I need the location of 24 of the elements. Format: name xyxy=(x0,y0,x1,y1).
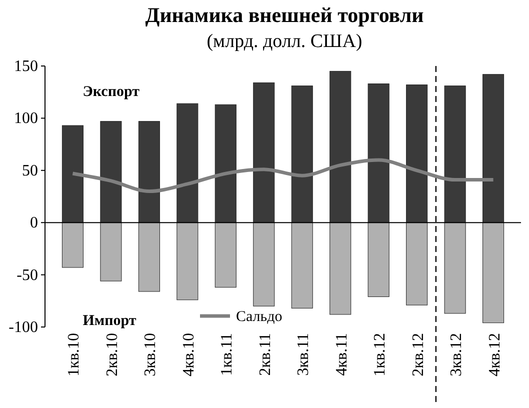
x-tick-label: 4кв.12 xyxy=(486,333,504,376)
y-tick-label: -50 xyxy=(16,266,38,284)
x-tick-label: 3кв.10 xyxy=(142,333,160,376)
legend-label: Сальдо xyxy=(236,309,282,325)
chart-title: Динамика внешней торговли xyxy=(145,3,424,27)
x-tick-label: 3кв.11 xyxy=(295,333,312,376)
x-tick-label: 2кв.10 xyxy=(104,333,121,376)
x-tick-label: 2кв.11 xyxy=(256,333,274,376)
y-tick-label: 0 xyxy=(30,214,38,232)
x-tick-label: 1кв.10 xyxy=(66,333,83,376)
y-tick-label: 150 xyxy=(14,58,38,75)
x-tick-label: 4кв.10 xyxy=(180,333,198,376)
x-tick-label: 4кв.11 xyxy=(333,333,350,376)
series-label: Импорт xyxy=(82,313,137,329)
x-tick-label: 3кв.12 xyxy=(448,333,466,376)
x-tick-label: 1кв.12 xyxy=(372,333,389,376)
x-tick-label: 1кв.11 xyxy=(218,333,236,376)
x-tick-label: 2кв.12 xyxy=(410,333,427,376)
chart-subtitle: (млрд. долл. США) xyxy=(206,31,362,52)
y-tick-label: 50 xyxy=(22,162,38,180)
y-tick-label: 100 xyxy=(14,110,38,128)
line-series xyxy=(70,158,496,194)
y-tick-label: -100 xyxy=(8,319,38,336)
series-label: Экспорт xyxy=(82,84,140,100)
